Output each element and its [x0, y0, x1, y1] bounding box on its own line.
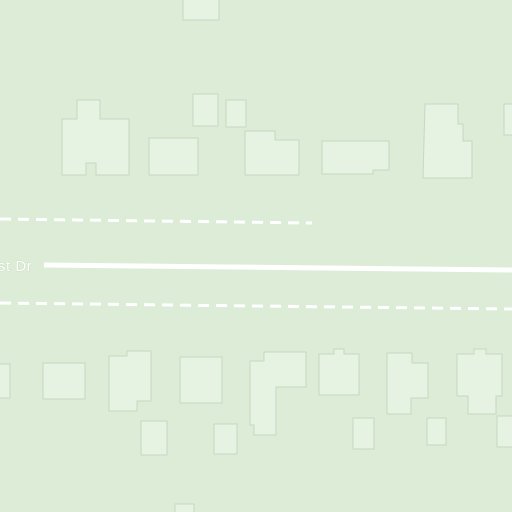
building	[496, 415, 512, 448]
street-label: st Dr	[0, 258, 32, 275]
building	[42, 362, 86, 400]
building	[179, 356, 223, 404]
road-edge-south	[0, 301, 512, 311]
building	[318, 348, 360, 396]
building	[426, 417, 447, 446]
building	[422, 103, 473, 179]
building	[108, 350, 152, 412]
buildings-south	[0, 348, 512, 512]
building	[148, 137, 199, 176]
building	[249, 351, 307, 436]
building	[352, 417, 375, 450]
building	[182, 0, 220, 21]
building	[225, 99, 247, 128]
road-edge-north	[0, 217, 313, 225]
building	[140, 420, 168, 456]
street-road[interactable]	[43, 262, 512, 273]
building	[61, 99, 130, 176]
building	[174, 503, 195, 512]
building	[321, 140, 390, 175]
building	[192, 93, 219, 127]
buildings-north	[61, 0, 512, 179]
building	[244, 130, 300, 176]
building	[0, 363, 11, 399]
building	[456, 348, 503, 415]
building	[503, 103, 512, 136]
building	[386, 352, 429, 415]
building	[213, 423, 238, 455]
